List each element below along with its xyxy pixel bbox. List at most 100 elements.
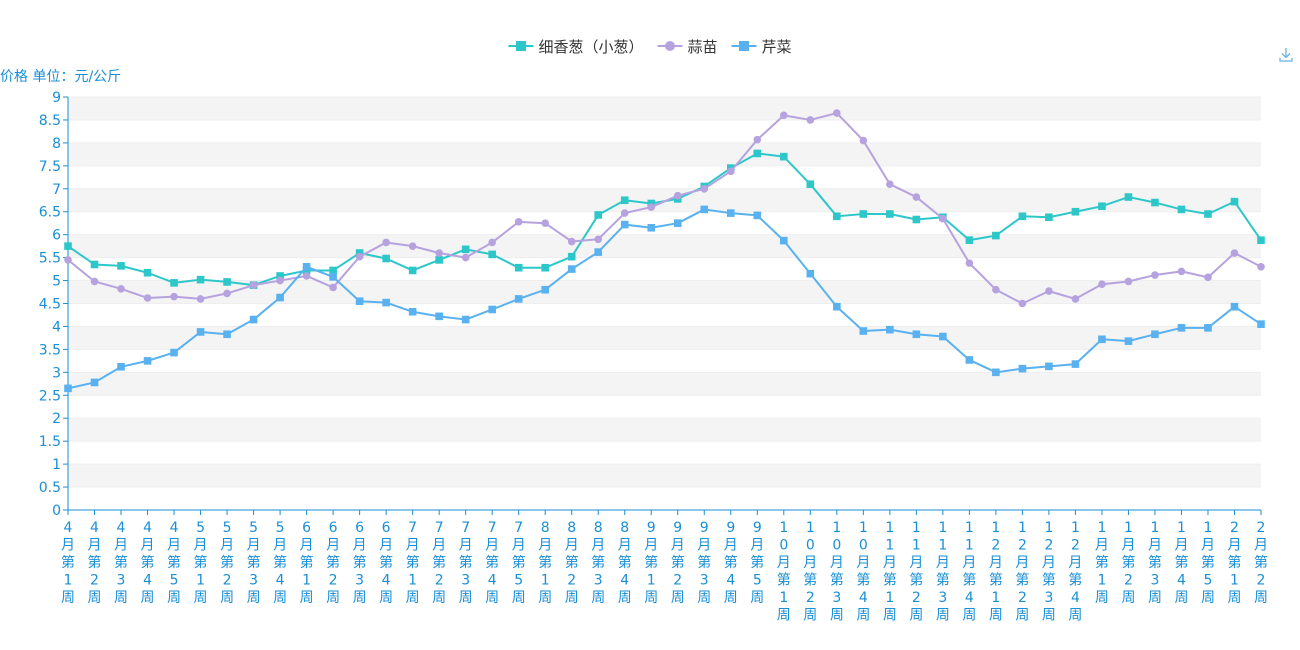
data-point: [859, 327, 868, 335]
data-point: [992, 368, 1000, 377]
data-point: [1151, 330, 1159, 339]
x-tick-label: 7 月第 4 周: [485, 520, 499, 606]
data-point: [886, 325, 894, 334]
data-point: [806, 269, 815, 278]
data-point: [806, 180, 815, 188]
y-tick-label: 8: [52, 136, 61, 152]
x-tick-label: 4 月第 5 周: [167, 520, 181, 606]
data-point: [143, 268, 152, 277]
data-point: [461, 245, 470, 254]
x-tick-label: 1 0 月第 1 周: [777, 520, 791, 624]
legend-item-3: 芹菜: [731, 38, 792, 56]
data-point: [992, 231, 1000, 240]
data-point: [1204, 273, 1212, 282]
data-point: [780, 111, 788, 120]
x-tick-label: 5 月第 3 周: [247, 520, 261, 606]
data-point: [939, 332, 947, 341]
data-point: [965, 356, 974, 364]
data-point: [1204, 210, 1212, 218]
data-point: [117, 363, 125, 371]
data-point: [329, 273, 337, 281]
series-3: [64, 205, 1265, 393]
data-point: [461, 253, 470, 262]
data-point: [1257, 236, 1265, 244]
data-point: [594, 235, 603, 244]
data-point: [355, 297, 364, 306]
x-tick-label: 7 月第 3 周: [459, 520, 473, 606]
x-tick-label: 9 月第 5 周: [750, 520, 764, 606]
grid-band: [68, 97, 1261, 120]
data-point: [1177, 205, 1186, 214]
x-tick-label: 9 月第 2 周: [671, 520, 685, 606]
x-tick-label: 4 月第 4 周: [141, 520, 155, 606]
legend-item-1: 细香葱（小葱）: [508, 38, 643, 56]
series-layer: [64, 109, 1265, 393]
data-point: [302, 262, 311, 271]
data-point: [276, 272, 284, 280]
data-point: [276, 276, 284, 285]
x-tick-label: 2 月第 2 周: [1254, 520, 1268, 606]
data-point: [620, 209, 629, 217]
legend-label: 细香葱（小葱）: [538, 38, 643, 56]
data-point: [461, 315, 470, 324]
data-point: [143, 357, 152, 365]
grid-bands: [68, 96, 1261, 511]
data-point: [1204, 324, 1212, 332]
data-point: [594, 248, 603, 256]
data-point: [806, 116, 815, 124]
data-point: [1151, 271, 1159, 279]
x-tick-label: 9 月第 1 周: [644, 520, 658, 606]
data-point: [488, 250, 496, 259]
grid-band: [68, 234, 1261, 258]
data-point: [1124, 337, 1133, 345]
x-tick-label: 1 1 月第 3 周: [936, 520, 950, 624]
data-point: [249, 281, 258, 289]
data-point: [1018, 212, 1027, 221]
data-point: [488, 305, 496, 314]
data-point: [143, 294, 152, 302]
y-tick-label: 3.5: [39, 342, 61, 358]
grid-band: [68, 418, 1261, 442]
data-point: [1045, 287, 1053, 295]
x-tick-label: 2 月第 1 周: [1227, 520, 1241, 606]
y-tick-label: 7: [52, 182, 61, 198]
series-1: [64, 149, 1265, 289]
data-point: [329, 266, 337, 275]
x-tick-label: 6 月第 3 周: [353, 520, 367, 606]
x-tick-label: 1 月第 1 周: [1095, 520, 1109, 606]
y-tick-label: 4: [52, 319, 61, 335]
x-tick-label: 1 1 月第 4 周: [962, 520, 976, 624]
data-point: [1098, 335, 1106, 344]
y-tick-label: 8.5: [39, 113, 61, 129]
x-tick-label: 7 月第 5 周: [512, 520, 526, 606]
x-tick-label: 4 月第 1 周: [61, 520, 75, 606]
data-point: [90, 378, 99, 387]
data-point: [939, 214, 947, 223]
grid-band: [68, 372, 1261, 396]
x-tick-label: 8 月第 2 周: [565, 520, 579, 606]
data-point: [912, 215, 921, 224]
grid-band: [68, 464, 1261, 488]
data-point: [753, 135, 762, 144]
data-point: [1230, 302, 1239, 311]
x-tick-label: 1 月第 4 周: [1174, 520, 1188, 606]
y-tick-label: 3: [52, 365, 61, 381]
data-point: [833, 302, 841, 311]
series-2: [64, 109, 1265, 308]
data-point: [117, 262, 125, 270]
data-point: [965, 259, 974, 267]
y-tick-label: 0.5: [39, 480, 61, 496]
x-tick-label: 1 2 月第 3 周: [1042, 520, 1056, 624]
data-point: [382, 298, 390, 307]
grid-band: [68, 280, 1261, 304]
data-point: [1177, 267, 1186, 276]
data-point: [541, 285, 549, 294]
legend-marker: [739, 41, 750, 51]
legend[interactable]: 细香葱（小葱） 蒜苗 芹菜: [508, 38, 792, 56]
data-point: [673, 219, 682, 227]
data-point: [886, 210, 894, 218]
download-icon[interactable]: [1279, 48, 1293, 62]
data-point: [408, 266, 417, 275]
data-point: [753, 149, 762, 158]
data-point: [726, 167, 735, 176]
